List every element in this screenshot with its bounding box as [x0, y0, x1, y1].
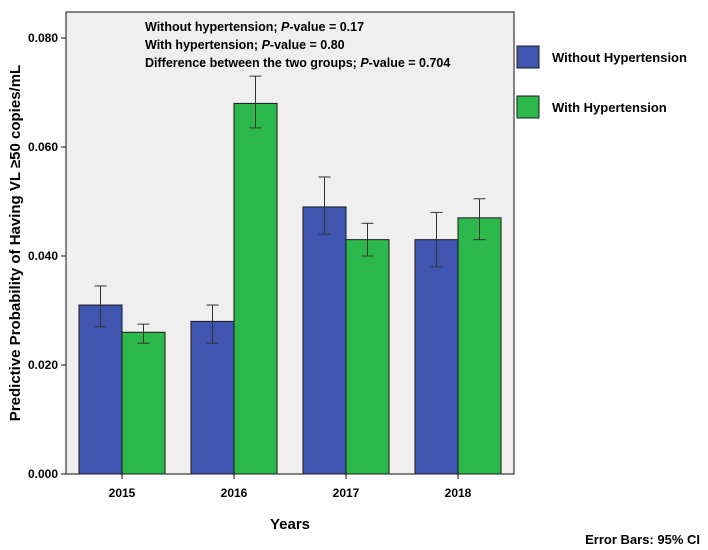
bar-without-hypertension — [190, 320, 235, 475]
x-tick-label: 2017 — [333, 486, 360, 500]
legend-swatch — [516, 45, 540, 69]
legend-label: Without Hypertension — [552, 50, 687, 65]
x-tick-label: 2018 — [445, 486, 472, 500]
bar-with-hypertension — [345, 239, 390, 475]
bar-with-hypertension — [233, 102, 278, 475]
bar-without-hypertension — [414, 239, 459, 475]
bar-without-hypertension — [78, 304, 123, 475]
x-ticks: 2015 2016 2017 2018 — [109, 474, 472, 500]
y-tick-label: 0.060 — [28, 140, 58, 154]
y-tick-label: 0.080 — [28, 31, 58, 45]
p-value-annotation: Without hypertension; P-value = 0.17 — [145, 20, 364, 34]
p-value-annotation: Difference between the two groups; P-val… — [145, 56, 450, 70]
x-tick-label: 2015 — [109, 486, 136, 500]
bars — [78, 102, 502, 475]
legend-swatch — [516, 95, 540, 119]
error-bars-footnote: Error Bars: 95% CI — [585, 532, 700, 547]
p-value-annotation: With hypertension; P-value = 0.80 — [145, 38, 345, 52]
y-tick-label: 0.040 — [28, 249, 58, 263]
bar-without-hypertension — [302, 206, 347, 475]
y-ticks: 0.000 0.020 0.040 0.060 0.080 — [28, 31, 66, 481]
x-tick-label: 2016 — [221, 486, 248, 500]
bar-with-hypertension — [457, 217, 502, 475]
y-tick-label: 0.000 — [28, 467, 58, 481]
error-bars — [94, 75, 486, 344]
y-tick-label: 0.020 — [28, 358, 58, 372]
bar-with-hypertension — [121, 331, 166, 475]
annotations: Without hypertension; P-value = 0.17 With… — [145, 20, 450, 70]
y-axis-title: Predictive Probability of Having VL ≥50 … — [7, 65, 24, 421]
legend: Without Hypertension With Hypertension — [516, 45, 687, 119]
legend-label: With Hypertension — [552, 100, 667, 115]
x-axis-title: Years — [270, 516, 310, 533]
